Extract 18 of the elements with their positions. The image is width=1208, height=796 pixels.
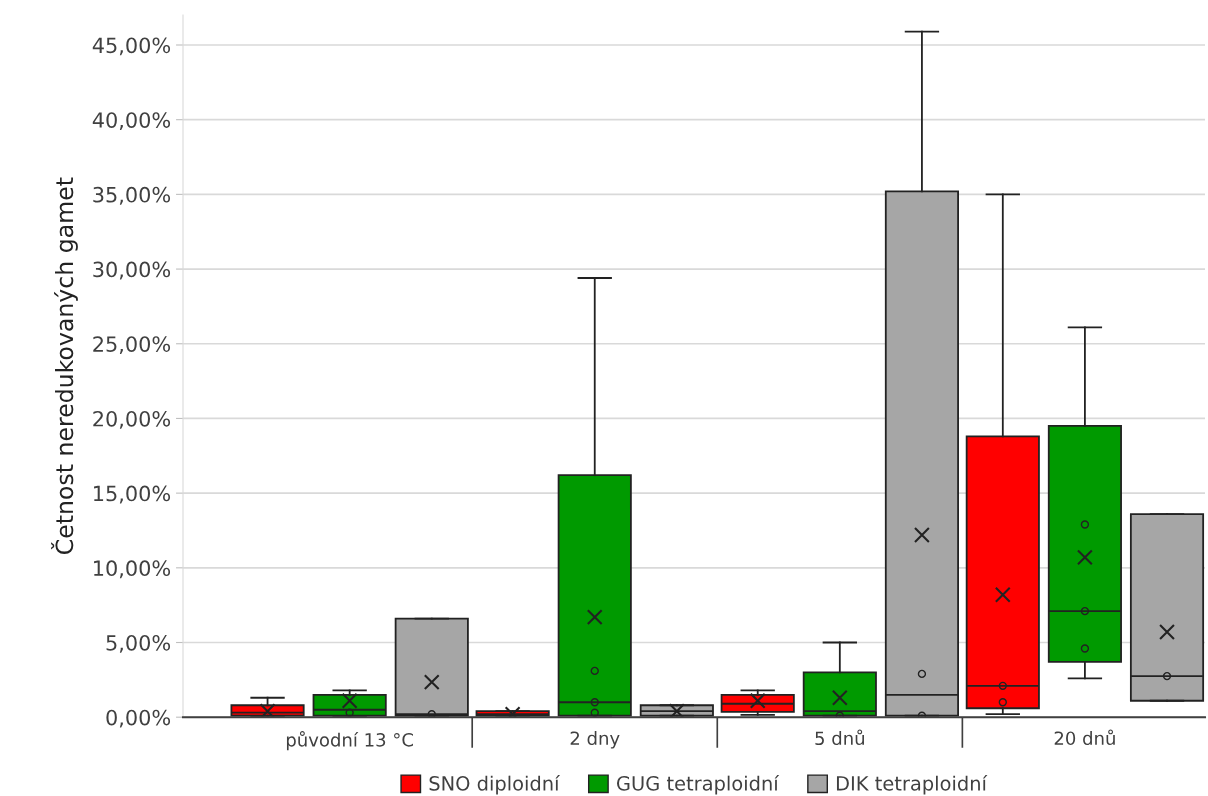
legend-label: SNO diploidní bbox=[429, 774, 561, 795]
legend-label: DIK tetraploidní bbox=[836, 774, 988, 795]
y-tick-label: 25,00% bbox=[93, 336, 171, 355]
y-tick-label: 0,00% bbox=[106, 709, 171, 728]
y-tick-label: 40,00% bbox=[92, 112, 171, 131]
y-tick-label: 45,00% bbox=[92, 37, 171, 56]
y-axis-title: Četnost neredukovaných gamet bbox=[51, 177, 78, 554]
y-tick-label: 35,00% bbox=[93, 186, 171, 205]
x-tick-label: 20 dnů bbox=[1054, 729, 1115, 746]
x-tick-label: 2 dny bbox=[570, 731, 620, 749]
x-tick-label: 5 dnů bbox=[815, 729, 864, 746]
y-tick-label: 15,00% bbox=[94, 485, 171, 504]
y-tick-label: 5,00% bbox=[106, 634, 171, 653]
legend-label: GUG tetraploidní bbox=[617, 774, 780, 795]
y-tick-label: 20,00% bbox=[93, 410, 171, 429]
y-tick-label: 10,00% bbox=[94, 560, 171, 579]
y-tick-label: 30,00% bbox=[93, 261, 171, 280]
x-tick-label: původní 13 °C bbox=[286, 731, 413, 751]
